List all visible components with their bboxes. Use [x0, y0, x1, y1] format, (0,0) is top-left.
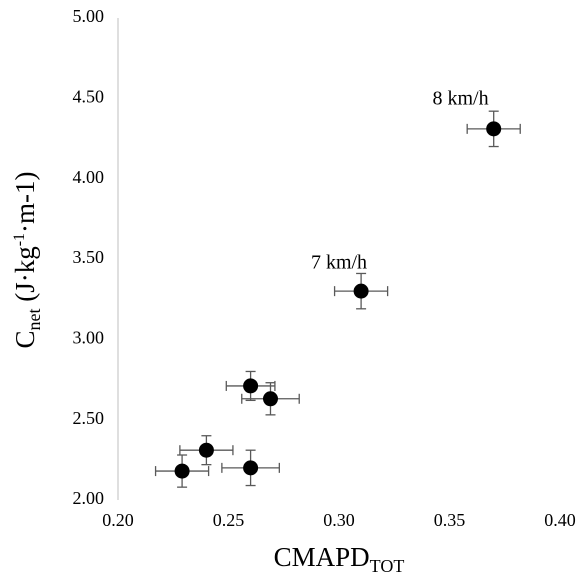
y-label-sub: net: [24, 309, 44, 331]
annotation: 8 km/h: [432, 88, 488, 110]
point: [262, 391, 278, 407]
y-tick-label: 4.00: [73, 167, 105, 187]
x-tick-label: 0.35: [434, 510, 466, 530]
x-label-sub: TOT: [370, 556, 405, 576]
y-label-part: (J·kg: [10, 246, 40, 308]
y-tick-label: 2.50: [73, 408, 105, 428]
point: [243, 378, 259, 394]
y-tick-label: 3.00: [73, 327, 105, 347]
y-tick-label: 4.50: [73, 86, 105, 106]
x-axis-label: CMAPDTOT: [274, 542, 405, 576]
y-axis-label: Cnet (J·kg-1·m-1): [10, 171, 44, 348]
y-label-main: C: [10, 331, 40, 349]
y-label-sup: -1: [11, 233, 28, 246]
point: [174, 463, 190, 479]
annotation: 7 km/h: [311, 251, 367, 273]
y-tick-label: 5.00: [73, 6, 105, 26]
y-tick-label: 3.50: [73, 247, 105, 267]
x-tick-label: 0.25: [213, 510, 245, 530]
point: [353, 283, 369, 299]
point: [486, 121, 502, 137]
x-label-main: CMAPD: [274, 542, 370, 572]
x-tick-label: 0.20: [102, 510, 134, 530]
y-tick-label: 2.00: [73, 488, 105, 508]
x-tick-label: 0.30: [323, 510, 355, 530]
point: [198, 442, 214, 458]
point: [243, 460, 259, 476]
x-tick-label: 0.40: [544, 510, 576, 530]
y-label-part: ·m-1): [10, 171, 40, 232]
